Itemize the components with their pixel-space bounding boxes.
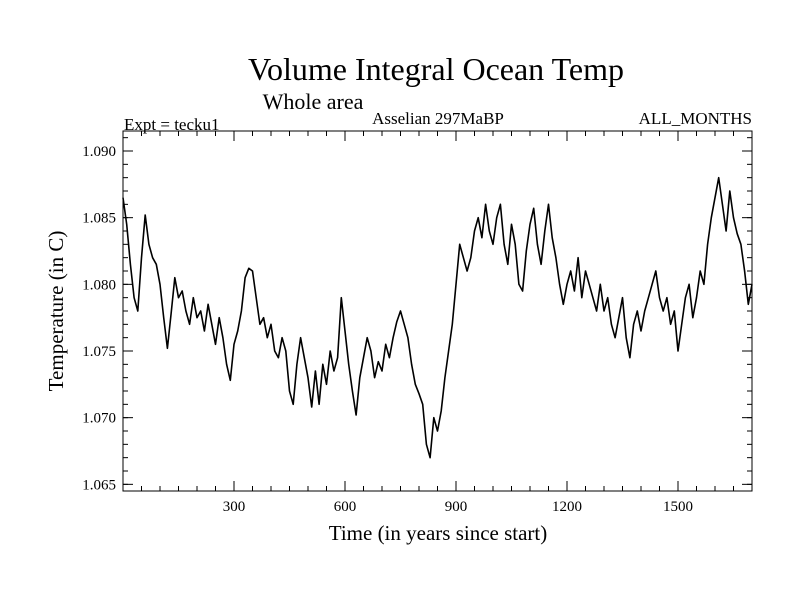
y-tick-label: 1.070 bbox=[82, 411, 116, 427]
x-axis-label: Time (in years since start) bbox=[329, 521, 548, 545]
x-tick-label: 600 bbox=[334, 499, 357, 515]
data-series bbox=[122, 176, 753, 459]
period-label: Asselian 297MaBP bbox=[372, 109, 504, 128]
y-tick-labels: 1.065 1.070 1.075 1.080 1.085 1.090 bbox=[82, 144, 116, 493]
experiment-label: Expt = tecku1 bbox=[124, 115, 220, 134]
series-line bbox=[122, 176, 753, 459]
chart-title: Volume Integral Ocean Temp bbox=[248, 51, 624, 87]
plot-frame bbox=[122, 130, 753, 492]
y-tick-label: 1.065 bbox=[82, 477, 116, 493]
x-tick-labels: 300 600 900 1200 1500 bbox=[223, 499, 693, 515]
y-tick-label: 1.085 bbox=[82, 211, 116, 227]
y-tick-label: 1.090 bbox=[82, 144, 116, 160]
y-axis-label: Temperature (in C) bbox=[44, 231, 68, 392]
chart-subtitle: Whole area bbox=[263, 89, 364, 114]
x-tick-label: 300 bbox=[223, 499, 246, 515]
y-tick-label: 1.075 bbox=[82, 344, 116, 360]
x-tick-label: 1200 bbox=[552, 499, 582, 515]
x-tick-label: 1500 bbox=[663, 499, 693, 515]
x-tick-label: 900 bbox=[445, 499, 468, 515]
months-label: ALL_MONTHS bbox=[639, 109, 752, 128]
y-tick-label: 1.080 bbox=[82, 277, 116, 293]
axis-ticks bbox=[123, 131, 752, 491]
